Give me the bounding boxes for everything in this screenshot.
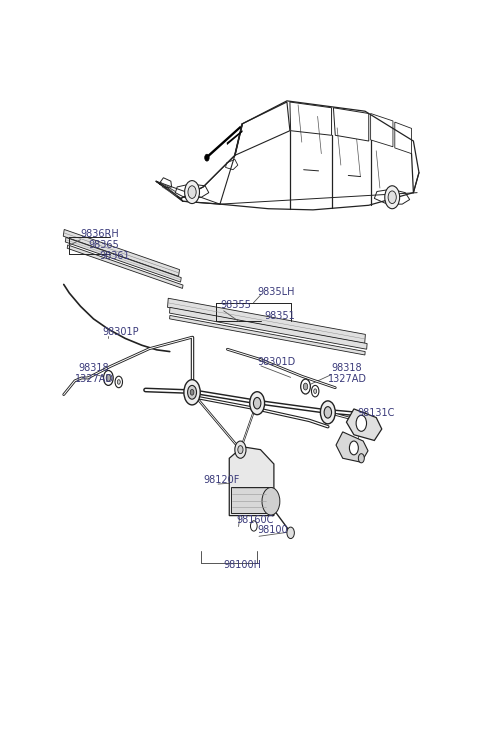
- Text: 98100: 98100: [257, 525, 288, 535]
- Circle shape: [262, 487, 280, 515]
- Text: 98301P: 98301P: [103, 327, 139, 337]
- Text: 98361: 98361: [99, 252, 130, 261]
- Circle shape: [184, 380, 200, 405]
- Circle shape: [188, 385, 196, 399]
- Text: 98120F: 98120F: [203, 475, 240, 485]
- Text: 9835LH: 9835LH: [257, 287, 295, 297]
- Text: 98318: 98318: [79, 363, 109, 372]
- Polygon shape: [168, 298, 365, 343]
- Circle shape: [300, 379, 311, 394]
- Text: 98301D: 98301D: [257, 357, 295, 367]
- Polygon shape: [67, 245, 183, 288]
- Circle shape: [190, 390, 194, 395]
- Circle shape: [106, 375, 110, 381]
- Circle shape: [188, 186, 196, 198]
- Text: 98160C: 98160C: [237, 516, 274, 525]
- Circle shape: [321, 401, 335, 424]
- Circle shape: [385, 186, 400, 209]
- Circle shape: [185, 180, 200, 203]
- Text: 98365: 98365: [88, 240, 119, 250]
- Polygon shape: [206, 126, 241, 159]
- Polygon shape: [65, 238, 181, 282]
- Circle shape: [238, 446, 243, 454]
- Text: 98351: 98351: [264, 311, 295, 320]
- Circle shape: [235, 441, 246, 458]
- Polygon shape: [347, 409, 382, 440]
- Text: 98318: 98318: [332, 363, 362, 372]
- Circle shape: [349, 441, 359, 454]
- Circle shape: [115, 376, 122, 387]
- Text: 1327AD: 1327AD: [328, 374, 367, 384]
- Circle shape: [356, 415, 367, 431]
- Text: 1327AD: 1327AD: [75, 374, 114, 384]
- Circle shape: [359, 454, 364, 463]
- Circle shape: [104, 370, 113, 385]
- Text: 98355: 98355: [220, 299, 251, 310]
- Circle shape: [250, 392, 264, 415]
- Polygon shape: [169, 315, 365, 355]
- Circle shape: [303, 383, 308, 390]
- Circle shape: [312, 385, 319, 397]
- Circle shape: [117, 380, 120, 384]
- Polygon shape: [229, 447, 274, 516]
- Text: 98131C: 98131C: [358, 408, 395, 418]
- Polygon shape: [169, 308, 367, 349]
- Circle shape: [324, 407, 332, 418]
- Circle shape: [388, 191, 396, 203]
- Circle shape: [287, 527, 294, 539]
- Circle shape: [314, 389, 317, 393]
- Polygon shape: [63, 229, 180, 276]
- Polygon shape: [231, 487, 272, 513]
- Circle shape: [251, 521, 257, 531]
- Text: 98100H: 98100H: [224, 559, 262, 569]
- Circle shape: [204, 154, 209, 161]
- Circle shape: [253, 397, 261, 409]
- Polygon shape: [227, 130, 243, 145]
- Text: 9836RH: 9836RH: [81, 229, 119, 238]
- Polygon shape: [336, 432, 368, 462]
